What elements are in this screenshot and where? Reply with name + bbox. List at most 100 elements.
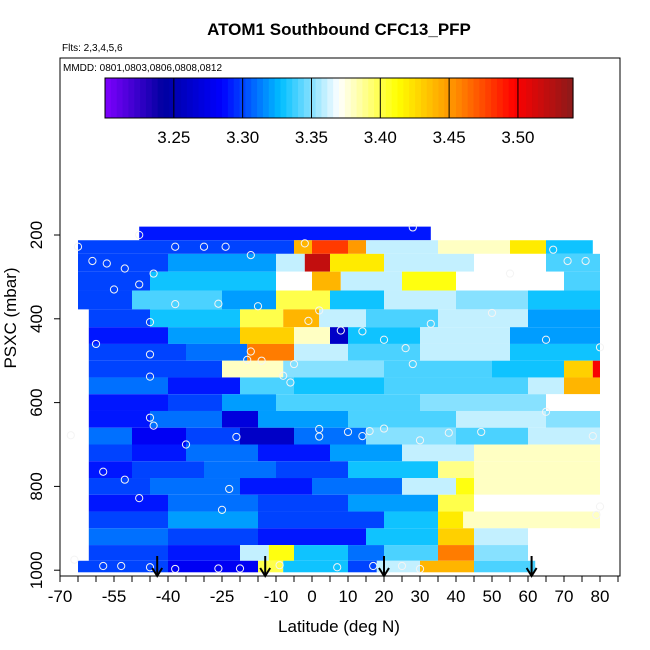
heatmap-cell bbox=[78, 240, 294, 254]
colorbar-frame bbox=[104, 77, 574, 119]
sample-point bbox=[73, 242, 83, 251]
heatmap-cell bbox=[88, 478, 150, 495]
sample-point bbox=[401, 344, 410, 353]
y-axis: 200 400 600 800 1000 bbox=[27, 221, 61, 589]
sample-point bbox=[99, 467, 108, 476]
heatmap-cell bbox=[88, 511, 168, 529]
sample-point bbox=[300, 239, 309, 248]
sample-point bbox=[235, 564, 245, 573]
colorbar-swatch bbox=[134, 78, 141, 118]
heatmap-layer bbox=[78, 226, 600, 573]
heatmap-cell bbox=[384, 545, 438, 561]
colorbar-swatch bbox=[526, 78, 533, 118]
sample-point bbox=[505, 269, 515, 278]
heatmap-cell bbox=[312, 240, 348, 254]
heatmap-cell bbox=[88, 410, 150, 428]
heatmap-cell bbox=[88, 343, 186, 361]
colorbar-swatch bbox=[397, 78, 404, 118]
y-tick-label: 400 bbox=[27, 305, 46, 333]
heatmap-cell bbox=[240, 327, 294, 344]
heatmap-cell bbox=[438, 511, 464, 529]
x-tick-label: -55 bbox=[102, 587, 127, 606]
heatmap-cell bbox=[474, 253, 546, 272]
heatmap-cell bbox=[88, 327, 168, 344]
heatmap-cell bbox=[510, 327, 600, 344]
heatmap-cell bbox=[168, 528, 258, 546]
heatmap-cell bbox=[186, 427, 240, 445]
heatmap-cell bbox=[384, 290, 456, 310]
colorbar-swatch bbox=[175, 78, 182, 118]
heatmap-cell bbox=[258, 511, 384, 529]
sample-point bbox=[408, 359, 417, 369]
heatmap-cell bbox=[474, 528, 528, 546]
colorbar-swatch bbox=[520, 78, 527, 118]
colorbar-swatch bbox=[309, 78, 317, 118]
heatmap-cell bbox=[78, 253, 168, 272]
sample-point bbox=[444, 428, 453, 437]
heatmap-cell bbox=[222, 360, 284, 378]
heatmap-cell bbox=[150, 309, 240, 328]
heatmap-cell bbox=[312, 271, 341, 291]
heatmap-cell bbox=[78, 560, 168, 573]
colorbar-swatch bbox=[303, 78, 311, 118]
colorbar-tick-label: 3.40 bbox=[364, 128, 397, 147]
colorbar-swatch bbox=[321, 78, 328, 118]
colorbar-swatch bbox=[333, 78, 340, 118]
heatmap-cell bbox=[258, 528, 366, 546]
heatmap-cell bbox=[456, 427, 528, 445]
heatmap-cell bbox=[88, 360, 222, 378]
heatmap-cell bbox=[474, 478, 600, 495]
heatmap-cell bbox=[258, 560, 284, 573]
heatmap-cell bbox=[88, 528, 168, 546]
colorbar-swatch bbox=[450, 78, 457, 118]
sample-point bbox=[135, 280, 144, 289]
colorbar: 3.25 3.30 3.35 3.40 3.45 3.50 bbox=[104, 77, 574, 147]
sample-point bbox=[246, 251, 255, 260]
heatmap-cell bbox=[150, 410, 222, 428]
sample-point bbox=[365, 426, 374, 436]
colorbar-swatch bbox=[409, 78, 416, 118]
heatmap-cell bbox=[258, 444, 330, 462]
heatmap-cell bbox=[276, 394, 420, 411]
sample-point bbox=[232, 432, 241, 442]
heatmap-cell bbox=[348, 240, 366, 254]
heatmap-cell bbox=[276, 461, 348, 479]
heatmap-cell bbox=[528, 528, 572, 546]
heatmap-cell bbox=[294, 343, 348, 361]
sample-point bbox=[304, 316, 313, 325]
colorbar-tick-label: 3.35 bbox=[295, 128, 328, 147]
heatmap-cell bbox=[546, 410, 600, 428]
x-tick-label: -40 bbox=[156, 587, 181, 606]
heatmap-cell bbox=[348, 494, 438, 512]
colorbar-swatch bbox=[181, 78, 188, 118]
heatmap-cell bbox=[222, 290, 276, 310]
sample-point bbox=[549, 245, 558, 254]
heatmap-cell bbox=[150, 271, 276, 291]
sample-point bbox=[275, 561, 284, 570]
colorbar-swatch bbox=[496, 78, 504, 118]
heatmap-cell bbox=[283, 560, 348, 573]
heatmap-cell bbox=[168, 560, 258, 573]
heatmap-cell bbox=[168, 377, 240, 395]
heatmap-cell bbox=[150, 478, 240, 495]
sample-point bbox=[243, 355, 252, 364]
y-tick-label: 800 bbox=[27, 472, 46, 500]
colorbar-swatch bbox=[251, 78, 258, 118]
colorbar-swatch bbox=[456, 78, 463, 118]
colorbar-swatch bbox=[485, 78, 492, 118]
sample-point bbox=[426, 319, 435, 328]
heatmap-cell bbox=[88, 494, 168, 512]
sample-point bbox=[336, 326, 345, 335]
heatmap-cell bbox=[258, 410, 348, 428]
colorbar-swatch bbox=[274, 78, 282, 118]
heatmap-cell bbox=[510, 343, 600, 361]
heatmap-cell bbox=[88, 444, 132, 462]
colorbar-swatch bbox=[122, 78, 129, 118]
heatmap-cell bbox=[304, 253, 330, 272]
sample-point bbox=[369, 561, 378, 571]
heatmap-cell bbox=[240, 427, 294, 445]
x-tick-label: 80 bbox=[591, 587, 610, 606]
heatmap-cell bbox=[348, 560, 377, 573]
sample-point bbox=[279, 371, 288, 380]
chart-subtitle-dates: MMDD: 0801,0803,0806,0808,0812 bbox=[63, 63, 222, 74]
